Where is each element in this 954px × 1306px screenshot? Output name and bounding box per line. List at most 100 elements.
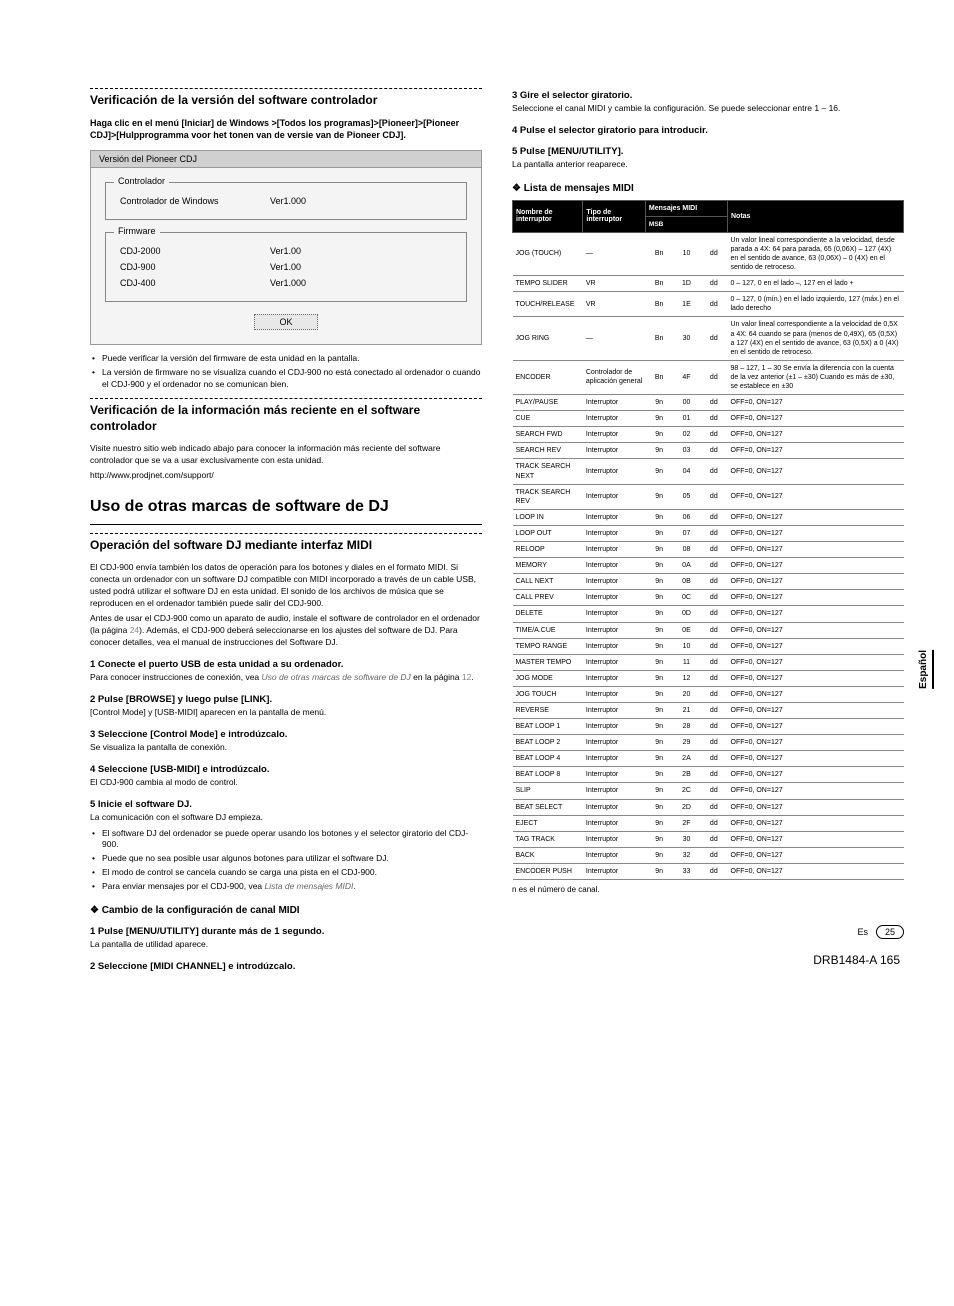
- firmware-groupbox: Firmware CDJ-2000Ver1.00 CDJ-900Ver1.00 …: [105, 232, 467, 302]
- table-cell: TAG TRACK: [513, 831, 583, 847]
- step-body: Seleccione el canal MIDI y cambie la con…: [512, 103, 904, 115]
- table-cell: 0 – 127, 0 (mín.) en el lado izquierdo, …: [728, 292, 904, 317]
- table-cell: MASTER TEMPO: [513, 654, 583, 670]
- fw-version: Ver1.000: [270, 278, 306, 288]
- table-row: BEAT LOOP 2Interruptor9n29ddOFF=0, ON=12…: [513, 735, 904, 751]
- table-cell: JOG MODE: [513, 670, 583, 686]
- table-cell: 06: [673, 509, 700, 525]
- table-cell: MEMORY: [513, 558, 583, 574]
- table-cell: 9n: [645, 606, 672, 622]
- table-cell: OFF=0, ON=127: [728, 799, 904, 815]
- table-cell: Interruptor: [583, 799, 646, 815]
- table-row: LOOP OUTInterruptor9n07ddOFF=0, ON=127: [513, 525, 904, 541]
- table-cell: OFF=0, ON=127: [728, 702, 904, 718]
- table-cell: CALL NEXT: [513, 574, 583, 590]
- table-cell: 9n: [645, 670, 672, 686]
- table-cell: dd: [700, 831, 727, 847]
- dialog-title: Versión del Pioneer CDJ: [91, 151, 481, 168]
- table-cell: OFF=0, ON=127: [728, 622, 904, 638]
- table-cell: OFF=0, ON=127: [728, 767, 904, 783]
- table-cell: 20: [673, 686, 700, 702]
- table-cell: OFF=0, ON=127: [728, 735, 904, 751]
- table-cell: 9n: [645, 751, 672, 767]
- section-title-latest-info: Verificación de la información más recie…: [90, 403, 482, 434]
- step-heading: 3 Gire el selector giratorio.: [512, 90, 904, 101]
- table-cell: 1D: [673, 276, 700, 292]
- table-cell: dd: [700, 638, 727, 654]
- table-cell: Interruptor: [583, 484, 646, 509]
- table-cell: 0A: [673, 558, 700, 574]
- table-cell: TRACK SEARCH NEXT: [513, 459, 583, 484]
- table-cell: 08: [673, 542, 700, 558]
- table-cell: OFF=0, ON=127: [728, 783, 904, 799]
- table-footnote: n es el número de canal.: [512, 884, 904, 895]
- left-column: Verificación de la versión del software …: [90, 80, 482, 974]
- table-cell: Interruptor: [583, 670, 646, 686]
- table-cell: OFF=0, ON=127: [728, 542, 904, 558]
- table-cell: OFF=0, ON=127: [728, 863, 904, 879]
- table-cell: TEMPO SLIDER: [513, 276, 583, 292]
- table-cell: 9n: [645, 574, 672, 590]
- table-cell: OFF=0, ON=127: [728, 751, 904, 767]
- table-cell: —: [583, 232, 646, 275]
- table-cell: OFF=0, ON=127: [728, 686, 904, 702]
- groupbox-label: Controlador: [114, 176, 169, 186]
- table-cell: Interruptor: [583, 831, 646, 847]
- table-cell: dd: [700, 847, 727, 863]
- table-cell: 01: [673, 411, 700, 427]
- table-cell: 9n: [645, 686, 672, 702]
- step-heading: 5 Pulse [MENU/UTILITY].: [512, 146, 904, 157]
- table-cell: dd: [700, 815, 727, 831]
- table-cell: 9n: [645, 638, 672, 654]
- table-cell: JOG (TOUCH): [513, 232, 583, 275]
- table-row: BEAT LOOP 1Interruptor9n28ddOFF=0, ON=12…: [513, 719, 904, 735]
- th-switch-type: Tipo de interruptor: [583, 200, 646, 232]
- lang-code: Es: [857, 927, 868, 937]
- table-cell: Interruptor: [583, 427, 646, 443]
- table-cell: LOOP OUT: [513, 525, 583, 541]
- latest-info-text: Visite nuestro sitio web indicado abajo …: [90, 443, 482, 467]
- table-cell: 2A: [673, 751, 700, 767]
- table-cell: REVERSE: [513, 702, 583, 718]
- table-cell: OFF=0, ON=127: [728, 638, 904, 654]
- table-cell: OFF=0, ON=127: [728, 411, 904, 427]
- table-cell: OFF=0, ON=127: [728, 459, 904, 484]
- step-heading: 4 Pulse el selector giratorio para intro…: [512, 125, 904, 136]
- table-row: BEAT LOOP 4Interruptor9n2AddOFF=0, ON=12…: [513, 751, 904, 767]
- table-row: SEARCH REVInterruptor9n03ddOFF=0, ON=127: [513, 443, 904, 459]
- step-heading: 2 Seleccione [MIDI CHANNEL] e introdúzca…: [90, 961, 482, 972]
- table-cell: dd: [700, 558, 727, 574]
- table-cell: Bn: [645, 360, 672, 394]
- midi-intro-p1: El CDJ-900 envía también los datos de op…: [90, 562, 482, 610]
- table-cell: BEAT LOOP 1: [513, 719, 583, 735]
- table-cell: 0E: [673, 622, 700, 638]
- table-cell: Interruptor: [583, 719, 646, 735]
- list-item: Puede que no sea posible usar algunos bo…: [90, 853, 482, 865]
- ok-button[interactable]: OK: [254, 314, 317, 330]
- table-cell: Interruptor: [583, 654, 646, 670]
- table-cell: dd: [700, 863, 727, 879]
- list-item: Puede verificar la versión del firmware …: [90, 353, 482, 365]
- table-cell: 9n: [645, 783, 672, 799]
- table-row: CALL NEXTInterruptor9n0BddOFF=0, ON=127: [513, 574, 904, 590]
- table-cell: 9n: [645, 799, 672, 815]
- table-cell: JOG TOUCH: [513, 686, 583, 702]
- table-cell: 10: [673, 638, 700, 654]
- table-cell: dd: [700, 783, 727, 799]
- table-cell: Interruptor: [583, 542, 646, 558]
- table-cell: Interruptor: [583, 751, 646, 767]
- table-cell: 0B: [673, 574, 700, 590]
- table-cell: RELOOP: [513, 542, 583, 558]
- table-cell: Interruptor: [583, 395, 646, 411]
- table-cell: OFF=0, ON=127: [728, 558, 904, 574]
- language-tab: Español: [918, 650, 934, 689]
- table-cell: 0 – 127, 0 en el lado –, 127 en el lado …: [728, 276, 904, 292]
- table-cell: dd: [700, 484, 727, 509]
- fw-label: CDJ-900: [120, 262, 270, 272]
- table-row: RELOOPInterruptor9n08ddOFF=0, ON=127: [513, 542, 904, 558]
- table-cell: Interruptor: [583, 815, 646, 831]
- right-column: 3 Gire el selector giratorio. Seleccione …: [512, 80, 904, 974]
- table-cell: JOG RING: [513, 317, 583, 360]
- major-heading-other-dj: Uso de otras marcas de software de DJ: [90, 498, 482, 516]
- midi-table-title: Lista de mensajes MIDI: [512, 183, 904, 194]
